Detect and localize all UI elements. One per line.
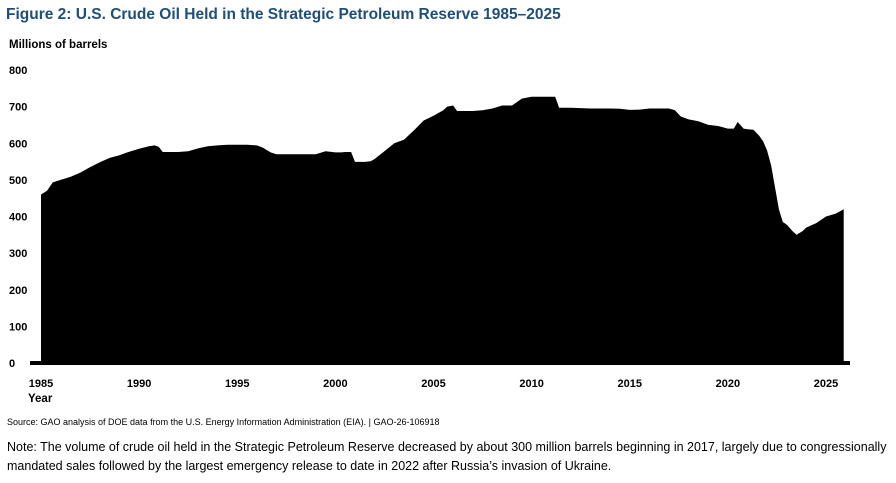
y-axis-ticks: 0 100 200 300 400 500 600 700 800: [9, 65, 27, 370]
note-text: Note: The volume of crude oil held in th…: [7, 440, 887, 473]
y-tick-label: 200: [9, 285, 27, 297]
x-tick-label: 2010: [519, 378, 543, 390]
source-text: Source: GAO analysis of DOE data from th…: [7, 417, 440, 427]
y-tick-label: 300: [9, 248, 27, 260]
x-axis-ticks: 1985 1990 1995 2000 2005 2010 2015 2020 2025: [29, 378, 838, 390]
y-tick-label: 0: [9, 358, 15, 370]
plot-area: [30, 96, 850, 365]
area-chart: 0 100 200 300 400 500 600 700 800 1985 1990 1995 20…: [9, 65, 850, 390]
x-tick-label: 2025: [814, 378, 838, 390]
area-series: [41, 96, 844, 363]
x-tick-label: 1985: [29, 378, 53, 390]
x-tick-label: 2015: [618, 378, 642, 390]
x-tick-label: 1995: [225, 378, 249, 390]
x-tick-label: 2005: [421, 378, 445, 390]
x-tick-label: 2020: [716, 378, 740, 390]
y-tick-label: 400: [9, 212, 27, 224]
y-tick-label: 700: [9, 102, 27, 114]
y-axis-label: Millions of barrels: [9, 39, 108, 51]
y-tick-label: 800: [9, 65, 27, 77]
x-tick-label: 2000: [323, 378, 347, 390]
x-axis-label: Year: [28, 393, 53, 405]
figure-title: Figure 2: U.S. Crude Oil Held in the Str…: [6, 6, 561, 23]
x-tick-label: 1990: [127, 378, 151, 390]
y-tick-label: 600: [9, 138, 27, 150]
y-tick-label: 500: [9, 175, 27, 187]
y-tick-label: 100: [9, 321, 27, 333]
